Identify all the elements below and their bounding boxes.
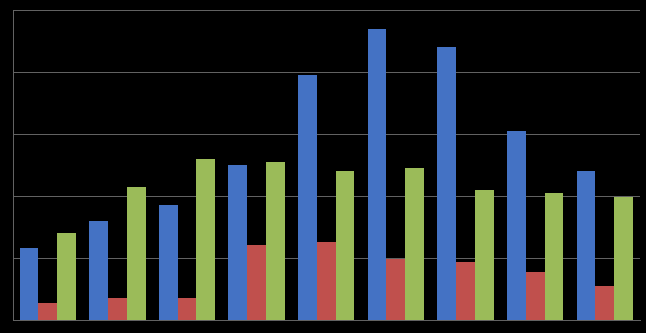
Bar: [196, 159, 215, 320]
Bar: [368, 29, 386, 320]
Bar: [266, 162, 285, 320]
Bar: [475, 189, 494, 320]
Bar: [596, 286, 614, 320]
Bar: [456, 262, 475, 320]
Bar: [545, 193, 563, 320]
Bar: [19, 248, 38, 320]
Bar: [38, 303, 57, 320]
Bar: [336, 171, 355, 320]
Bar: [108, 298, 127, 320]
Bar: [89, 220, 108, 320]
Bar: [229, 165, 247, 320]
Bar: [247, 245, 266, 320]
Bar: [298, 75, 317, 320]
Bar: [437, 47, 456, 320]
Bar: [57, 233, 76, 320]
Bar: [386, 259, 405, 320]
Bar: [405, 168, 424, 320]
Bar: [614, 197, 633, 320]
Bar: [159, 205, 178, 320]
Bar: [576, 171, 596, 320]
Bar: [526, 272, 545, 320]
Bar: [178, 298, 196, 320]
Bar: [317, 242, 336, 320]
Bar: [127, 186, 145, 320]
Bar: [507, 131, 526, 320]
